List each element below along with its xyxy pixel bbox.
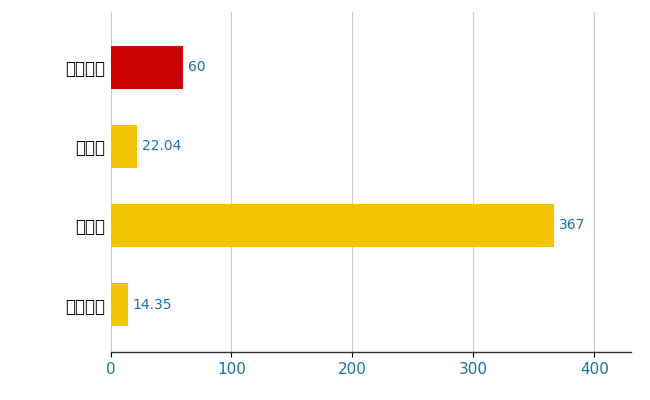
Bar [111,204,554,247]
Text: 14.35: 14.35 [133,298,172,312]
Bar [111,125,137,168]
Text: 60: 60 [188,60,205,74]
Bar [111,283,128,326]
Text: 22.04: 22.04 [142,140,181,154]
Text: 367: 367 [559,218,586,232]
Bar [111,46,183,89]
